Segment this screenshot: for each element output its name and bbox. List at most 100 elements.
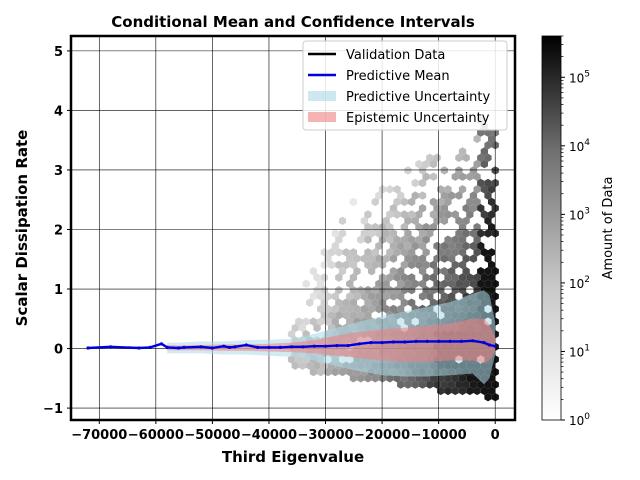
hexbin-cell bbox=[488, 185, 496, 194]
y-axis-ticks: −1 0 1 2 3 4 5 bbox=[43, 45, 71, 417]
hexbin-cell bbox=[458, 172, 467, 181]
hexbin-cell bbox=[404, 241, 412, 251]
uncertainty-bands bbox=[167, 290, 496, 385]
hexbin-cell bbox=[393, 285, 401, 295]
hexbin-cell bbox=[349, 273, 358, 282]
hexbin-cell bbox=[400, 273, 408, 282]
hexbin-cell bbox=[404, 166, 412, 175]
predictive-mean-point bbox=[493, 344, 497, 348]
hexbin-cell bbox=[404, 380, 412, 389]
hexbin-cell bbox=[477, 178, 485, 188]
hexbin-cell bbox=[378, 235, 387, 244]
hexbin-cell bbox=[458, 235, 467, 244]
hexbin-cell bbox=[477, 279, 485, 288]
hexbin-cell bbox=[393, 273, 401, 282]
hexbin-cell bbox=[389, 241, 398, 251]
hexbin-cell bbox=[386, 185, 394, 194]
colorbar-tick-label: 100 bbox=[569, 412, 590, 428]
predictive-mean-point bbox=[437, 339, 441, 343]
hexbin-cell bbox=[338, 304, 347, 314]
x-tick-label: −10000 bbox=[411, 428, 467, 443]
hexbin-cell bbox=[411, 241, 419, 251]
hexbin-cell bbox=[382, 216, 390, 225]
hexbin-cell bbox=[397, 241, 405, 251]
hexbin-cell bbox=[342, 298, 350, 307]
predictive-mean-point bbox=[199, 345, 203, 349]
colorbar-tick-label: 101 bbox=[569, 343, 590, 359]
hexbin-cell bbox=[313, 273, 321, 282]
hexbin-cell bbox=[306, 361, 314, 370]
hexbin-cell bbox=[455, 279, 463, 288]
hexbin-cell bbox=[462, 216, 470, 225]
hexbin-cell bbox=[360, 229, 368, 238]
hexbin-cell bbox=[349, 374, 358, 383]
x-tick-label: −40000 bbox=[241, 428, 297, 443]
hexbin-cell bbox=[317, 317, 325, 326]
hexbin-cell bbox=[357, 285, 365, 295]
hexbin-cell bbox=[440, 204, 448, 213]
hexbin-cell bbox=[448, 380, 456, 389]
hexbin-cell bbox=[466, 197, 474, 207]
hexbin-cell bbox=[368, 267, 376, 276]
hexbin-cell bbox=[378, 298, 387, 307]
hexbin-cell bbox=[484, 267, 492, 276]
legend-label-validation-data: Validation Data bbox=[346, 48, 445, 63]
hexbin-cell bbox=[357, 374, 365, 383]
hexbin-cell bbox=[287, 330, 296, 339]
hexbin-cell bbox=[418, 241, 427, 251]
chart-title: Conditional Mean and Confidence Interval… bbox=[111, 13, 475, 31]
hexbin-cell bbox=[418, 254, 427, 263]
hexbin-cell bbox=[317, 292, 325, 301]
hexbin-cell bbox=[360, 292, 368, 301]
hexbin-cell bbox=[378, 260, 387, 270]
hexbin-cell bbox=[451, 386, 459, 396]
hexbin-cell bbox=[484, 216, 492, 225]
hexbin-cell bbox=[287, 355, 296, 364]
hexbin-cell bbox=[371, 285, 379, 295]
hexbin-cell bbox=[408, 298, 416, 307]
hexbin-cell bbox=[389, 254, 398, 263]
predictive-mean-point bbox=[380, 341, 384, 345]
hexbin-cell bbox=[473, 185, 481, 194]
hexbin-cell bbox=[331, 317, 339, 326]
hexbin-cell bbox=[422, 159, 430, 169]
hexbin-cell bbox=[422, 235, 430, 244]
hexbin-cell bbox=[335, 260, 343, 270]
hexbin-cell bbox=[397, 279, 405, 288]
hexbin-cell bbox=[458, 185, 467, 194]
hexbin-cell bbox=[466, 210, 474, 219]
hexbin-cell bbox=[458, 273, 467, 282]
hexbin-cell bbox=[469, 191, 478, 200]
hexbin-cell bbox=[397, 292, 405, 301]
hexbin-cell bbox=[364, 260, 372, 270]
hexbin-cell bbox=[429, 197, 438, 207]
hexbin-cell bbox=[473, 172, 481, 181]
predictive-mean-point bbox=[312, 344, 316, 348]
hexbin-cell bbox=[484, 229, 492, 238]
y-tick-label: 4 bbox=[54, 104, 63, 119]
hexbin-cell bbox=[368, 254, 376, 263]
hexbin-cell bbox=[444, 374, 452, 383]
hexbin-cell bbox=[451, 210, 459, 219]
hexbin-cell bbox=[360, 254, 368, 263]
hexbin-cell bbox=[338, 229, 347, 238]
hexbin-cell bbox=[400, 260, 408, 270]
hexbin-cell bbox=[324, 317, 332, 326]
hexbin-cell bbox=[418, 191, 427, 200]
hexbin-cell bbox=[469, 204, 478, 213]
hexbin-cell bbox=[389, 292, 398, 301]
hexbin-cell bbox=[440, 292, 448, 301]
hexbin-cell bbox=[353, 267, 361, 276]
hexbin-cell bbox=[418, 267, 427, 276]
hexbin-cell bbox=[466, 273, 474, 282]
hexbin-cell bbox=[393, 210, 401, 219]
hexbin-cell bbox=[328, 260, 336, 270]
predictive-mean-point bbox=[86, 346, 90, 350]
hexbin-cell bbox=[349, 285, 358, 295]
hexbin-cell bbox=[386, 374, 394, 383]
hexbin-cell bbox=[462, 279, 470, 288]
hexbin-cell bbox=[455, 153, 463, 162]
hexbin-cell bbox=[368, 292, 376, 301]
hexbin-cell bbox=[309, 367, 317, 377]
